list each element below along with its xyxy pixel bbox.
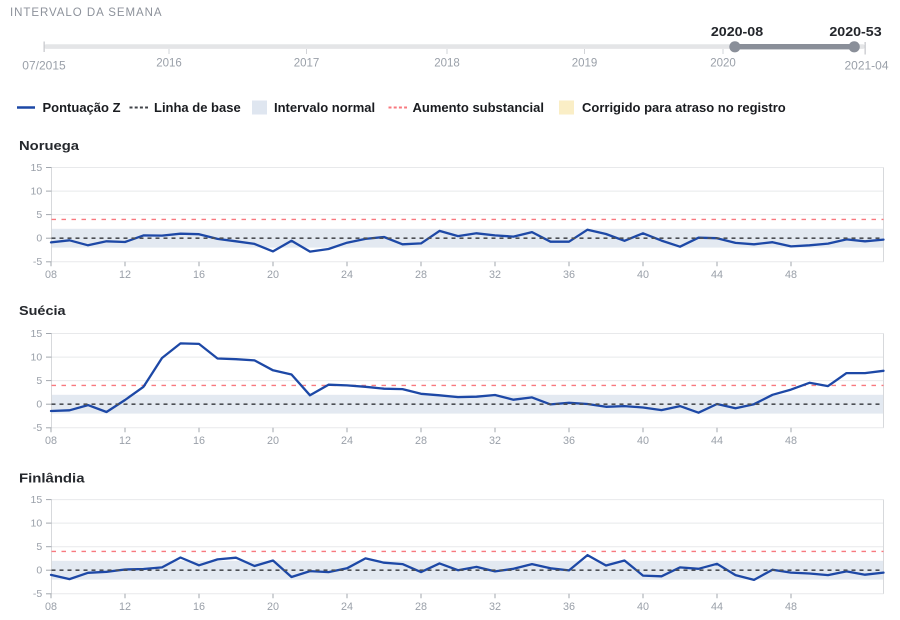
svg-text:15: 15 bbox=[31, 494, 43, 506]
svg-text:INTERVALO DA SEMANA: INTERVALO DA SEMANA bbox=[10, 7, 162, 19]
svg-text:36: 36 bbox=[563, 601, 575, 613]
svg-text:0: 0 bbox=[36, 233, 42, 245]
svg-text:32: 32 bbox=[489, 269, 501, 281]
svg-text:07/2015: 07/2015 bbox=[22, 59, 66, 73]
svg-text:28: 28 bbox=[415, 435, 427, 447]
svg-text:44: 44 bbox=[711, 601, 723, 613]
svg-text:08: 08 bbox=[45, 435, 57, 447]
svg-text:0: 0 bbox=[36, 399, 42, 411]
svg-text:Corrigido para atraso no regis: Corrigido para atraso no registro bbox=[582, 100, 786, 115]
svg-text:2019: 2019 bbox=[572, 58, 598, 70]
svg-text:Intervalo normal: Intervalo normal bbox=[274, 100, 375, 115]
svg-text:2021-04: 2021-04 bbox=[844, 59, 888, 73]
svg-text:24: 24 bbox=[341, 269, 353, 281]
svg-text:48: 48 bbox=[785, 435, 797, 447]
svg-text:12: 12 bbox=[119, 269, 131, 281]
svg-text:2020-53: 2020-53 bbox=[829, 24, 881, 39]
svg-text:20: 20 bbox=[267, 601, 279, 613]
svg-text:48: 48 bbox=[785, 601, 797, 613]
svg-text:36: 36 bbox=[563, 269, 575, 281]
svg-text:44: 44 bbox=[711, 435, 723, 447]
svg-text:Aumento substancial: Aumento substancial bbox=[413, 100, 544, 115]
svg-text:Linha de base: Linha de base bbox=[154, 100, 241, 115]
svg-text:36: 36 bbox=[563, 435, 575, 447]
svg-text:10: 10 bbox=[31, 518, 43, 530]
svg-text:12: 12 bbox=[119, 435, 131, 447]
svg-text:12: 12 bbox=[119, 601, 131, 613]
svg-text:28: 28 bbox=[415, 269, 427, 281]
svg-text:08: 08 bbox=[45, 601, 57, 613]
svg-text:Noruega: Noruega bbox=[19, 138, 80, 153]
svg-text:20: 20 bbox=[267, 269, 279, 281]
svg-text:2020-08: 2020-08 bbox=[711, 24, 763, 39]
svg-text:-5: -5 bbox=[33, 422, 42, 434]
svg-text:2020: 2020 bbox=[710, 58, 736, 70]
svg-text:40: 40 bbox=[637, 601, 649, 613]
svg-text:Pontuação Z: Pontuação Z bbox=[43, 100, 121, 115]
svg-text:Finlândia: Finlândia bbox=[19, 470, 85, 485]
svg-text:16: 16 bbox=[193, 601, 205, 613]
svg-text:24: 24 bbox=[341, 435, 353, 447]
svg-text:5: 5 bbox=[36, 209, 42, 221]
svg-text:5: 5 bbox=[36, 375, 42, 387]
svg-text:15: 15 bbox=[31, 162, 43, 174]
svg-text:10: 10 bbox=[31, 186, 43, 198]
svg-text:2017: 2017 bbox=[294, 58, 320, 70]
svg-text:48: 48 bbox=[785, 269, 797, 281]
svg-text:2018: 2018 bbox=[434, 58, 460, 70]
svg-text:08: 08 bbox=[45, 269, 57, 281]
svg-text:28: 28 bbox=[415, 601, 427, 613]
svg-text:24: 24 bbox=[341, 601, 353, 613]
svg-text:16: 16 bbox=[193, 435, 205, 447]
svg-text:20: 20 bbox=[267, 435, 279, 447]
svg-text:2016: 2016 bbox=[156, 58, 182, 70]
svg-text:0: 0 bbox=[36, 565, 42, 577]
svg-text:40: 40 bbox=[637, 269, 649, 281]
svg-text:15: 15 bbox=[31, 328, 43, 340]
svg-text:32: 32 bbox=[489, 435, 501, 447]
svg-text:10: 10 bbox=[31, 352, 43, 364]
svg-text:40: 40 bbox=[637, 435, 649, 447]
svg-text:32: 32 bbox=[489, 601, 501, 613]
svg-text:5: 5 bbox=[36, 541, 42, 553]
svg-text:16: 16 bbox=[193, 269, 205, 281]
svg-text:44: 44 bbox=[711, 269, 723, 281]
svg-text:Suécia: Suécia bbox=[19, 303, 66, 318]
svg-text:-5: -5 bbox=[33, 256, 42, 268]
svg-text:-5: -5 bbox=[33, 588, 42, 600]
